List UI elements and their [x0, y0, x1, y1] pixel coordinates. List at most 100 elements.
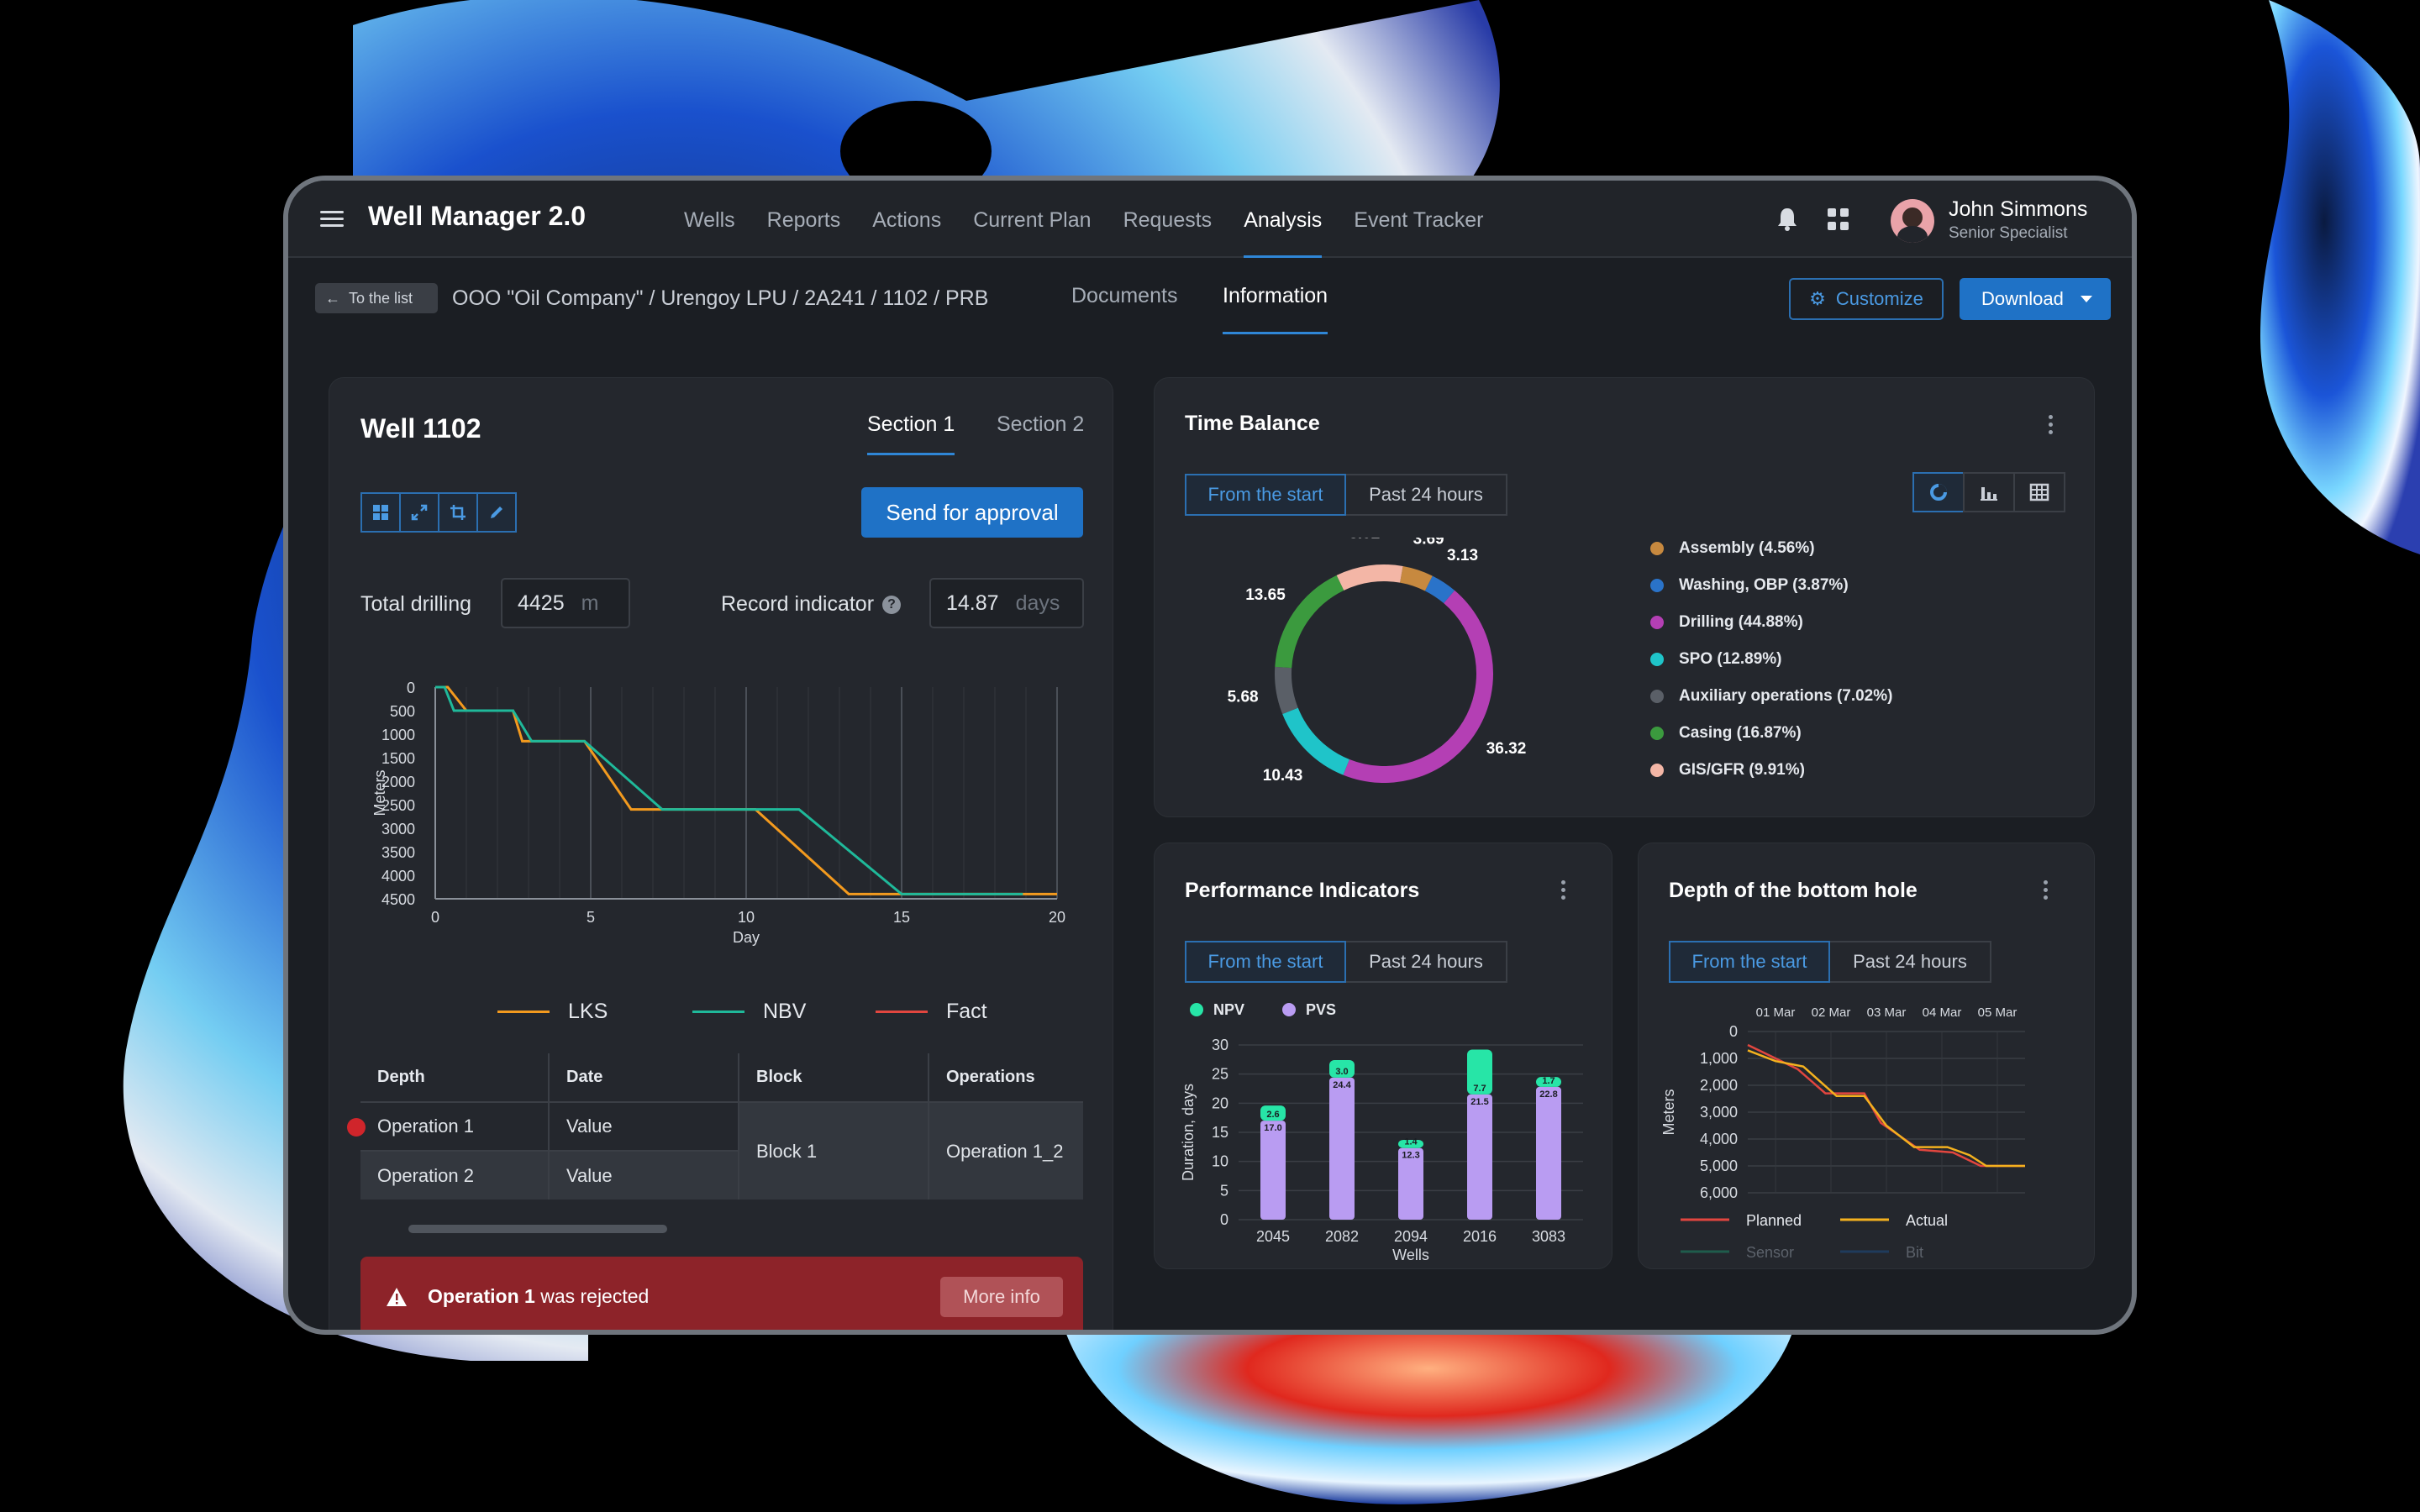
- tab-section-2[interactable]: Section 2: [997, 412, 1085, 436]
- cell-operation[interactable]: Operation 1_2: [929, 1101, 1083, 1200]
- y-tick-label: 4,000: [1700, 1131, 1738, 1147]
- filter-from-start[interactable]: From the start: [1185, 941, 1346, 983]
- filter-past-24h[interactable]: Past 24 hours: [1346, 941, 1507, 983]
- header-date: Date: [549, 1053, 739, 1102]
- record-indicator-text: Record indicator: [721, 592, 875, 616]
- legend-item[interactable]: SPO (12.89%): [1650, 650, 1782, 669]
- table-row[interactable]: Operation 1 Value Block 1 Operation 1_2: [347, 1101, 1083, 1200]
- filter-from-start[interactable]: From the start: [1185, 474, 1346, 516]
- nav-requests[interactable]: Requests: [1123, 208, 1213, 232]
- legend-label: Planned: [1746, 1212, 1802, 1229]
- table-row[interactable]: Operation 2 Value: [360, 1150, 1083, 1200]
- more-vertical-icon[interactable]: [2049, 415, 2054, 435]
- record-indicator-input[interactable]: 14.87 days: [929, 578, 1084, 628]
- header-depth: Depth: [360, 1053, 550, 1102]
- cell-block[interactable]: Block 1: [739, 1101, 929, 1200]
- apps-grid-icon[interactable]: [1828, 208, 1849, 230]
- top-navigation-bar: Well Manager 2.0 Wells Reports Actions C…: [288, 181, 2132, 258]
- time-balance-donut-chart: 3.693.13 36.32 10.43 5.68 13.65 8.02: [1228, 538, 1527, 785]
- pie-view-button[interactable]: [1912, 472, 1965, 512]
- x-tick-label: 02 Mar: [1812, 1005, 1851, 1020]
- nav-event-tracker[interactable]: Event Tracker: [1354, 208, 1484, 232]
- edit-tool[interactable]: [476, 492, 517, 533]
- legend-item[interactable]: Washing, OBP (3.87%): [1650, 576, 1849, 595]
- tab-information[interactable]: Information: [1223, 258, 1328, 334]
- table-horizontal-scrollbar[interactable]: [408, 1225, 667, 1233]
- nav-analysis[interactable]: Analysis: [1228, 181, 1338, 258]
- legend-item-nbv[interactable]: NBV: [692, 1000, 806, 1024]
- record-indicator-label: Record indicator?: [721, 592, 902, 617]
- legend-item-fact[interactable]: Fact: [876, 1000, 987, 1024]
- warning-icon: [387, 1288, 407, 1306]
- send-for-approval-button[interactable]: Send for approval: [861, 487, 1083, 538]
- crop-tool[interactable]: [438, 492, 478, 533]
- x-tick-label: 0: [431, 909, 439, 926]
- bar-pvs: [1398, 1147, 1423, 1220]
- total-drilling-value: 4425: [518, 591, 565, 615]
- bell-icon[interactable]: [1776, 207, 1798, 232]
- total-drilling-unit: m: [581, 591, 599, 615]
- avatar[interactable]: [1891, 199, 1934, 243]
- legend-item-lks[interactable]: LKS: [497, 1000, 608, 1024]
- more-vertical-icon[interactable]: [1561, 880, 1566, 900]
- y-tick-label: 5: [1220, 1182, 1228, 1199]
- more-vertical-icon[interactable]: [2044, 880, 2049, 900]
- legend-label: Sensor: [1746, 1244, 1794, 1261]
- donut-value-label: 3.69: [1413, 538, 1444, 549]
- legend-item[interactable]: Casing (16.87%): [1650, 724, 1802, 743]
- performance-card: Performance Indicators From the start Pa…: [1154, 843, 1612, 1269]
- bar-view-button[interactable]: [1963, 472, 2015, 512]
- grid-view-tool[interactable]: [360, 492, 401, 533]
- filter-past-24h[interactable]: Past 24 hours: [1346, 474, 1507, 516]
- header-block: Block: [739, 1053, 929, 1102]
- back-to-list-button[interactable]: ← To the list: [315, 283, 438, 313]
- cell-date[interactable]: Value: [549, 1101, 739, 1151]
- chevron-down-icon: [2081, 296, 2092, 302]
- table-view-button[interactable]: [2013, 472, 2065, 512]
- filter-from-start[interactable]: From the start: [1669, 941, 1830, 983]
- expand-tool[interactable]: [399, 492, 439, 533]
- time-balance-legend: Assembly (4.56%) Washing, OBP (3.87%) Dril…: [1650, 539, 2070, 800]
- download-button[interactable]: Download: [1960, 278, 2111, 320]
- back-label: To the list: [349, 289, 413, 307]
- cell-depth[interactable]: Operation 2: [360, 1150, 550, 1200]
- x-axis-label: Day: [733, 929, 760, 946]
- donut-value-label: 13.65: [1245, 586, 1286, 604]
- legend-swatch: [497, 1011, 550, 1013]
- tab-section-1[interactable]: Section 1: [867, 402, 955, 455]
- y-tick-label: 5,000: [1700, 1158, 1738, 1174]
- cell-date[interactable]: Value: [549, 1150, 739, 1200]
- legend-item[interactable]: Drilling (44.88%): [1650, 613, 1803, 632]
- pencil-icon: [491, 507, 502, 518]
- nav-wells[interactable]: Wells: [684, 208, 735, 232]
- legend-item[interactable]: GIS/GFR (9.91%): [1650, 761, 1805, 780]
- legend-item[interactable]: Assembly (4.56%): [1650, 539, 1815, 558]
- main-nav: Wells Reports Actions Current Plan Reque…: [668, 181, 1500, 258]
- legend-item[interactable]: Auxiliary operations (7.02%): [1650, 687, 1892, 706]
- legend-dot: [1650, 579, 1664, 592]
- crop-icon: [450, 505, 466, 520]
- x-tick-label: 5: [587, 909, 595, 926]
- y-tick-label: 4000: [381, 868, 415, 885]
- cell-depth[interactable]: Operation 1: [347, 1101, 550, 1151]
- customize-button[interactable]: ⚙ Customize: [1789, 278, 1944, 320]
- total-drilling-input[interactable]: 4425 m: [501, 578, 630, 628]
- legend-label: Auxiliary operations (7.02%): [1679, 687, 1893, 705]
- nav-reports[interactable]: Reports: [766, 208, 841, 232]
- help-icon[interactable]: ?: [882, 596, 902, 615]
- y-tick-label: 500: [390, 703, 415, 720]
- donut-value-label: 3.13: [1447, 547, 1478, 564]
- donut-slice: [1275, 575, 1344, 669]
- bar-value-label: 22.8: [1539, 1089, 1557, 1100]
- bar-value-label: 1.7: [1542, 1076, 1555, 1086]
- more-info-button[interactable]: More info: [940, 1277, 1063, 1317]
- y-tick-label: 0: [1220, 1211, 1228, 1228]
- tab-documents[interactable]: Documents: [1071, 284, 1178, 307]
- nav-actions[interactable]: Actions: [872, 208, 942, 232]
- performance-bar-chart: 0 5 10 15 20 25 30 Duration, days 17.0 2.6 2045 24.…: [1180, 1001, 1583, 1263]
- bar-pvs: [1467, 1094, 1492, 1220]
- filter-past-24h[interactable]: Past 24 hours: [1830, 941, 1991, 983]
- nav-current-plan[interactable]: Current Plan: [973, 208, 1092, 232]
- hamburger-menu-icon[interactable]: [320, 211, 344, 228]
- grid-icon: [373, 505, 388, 520]
